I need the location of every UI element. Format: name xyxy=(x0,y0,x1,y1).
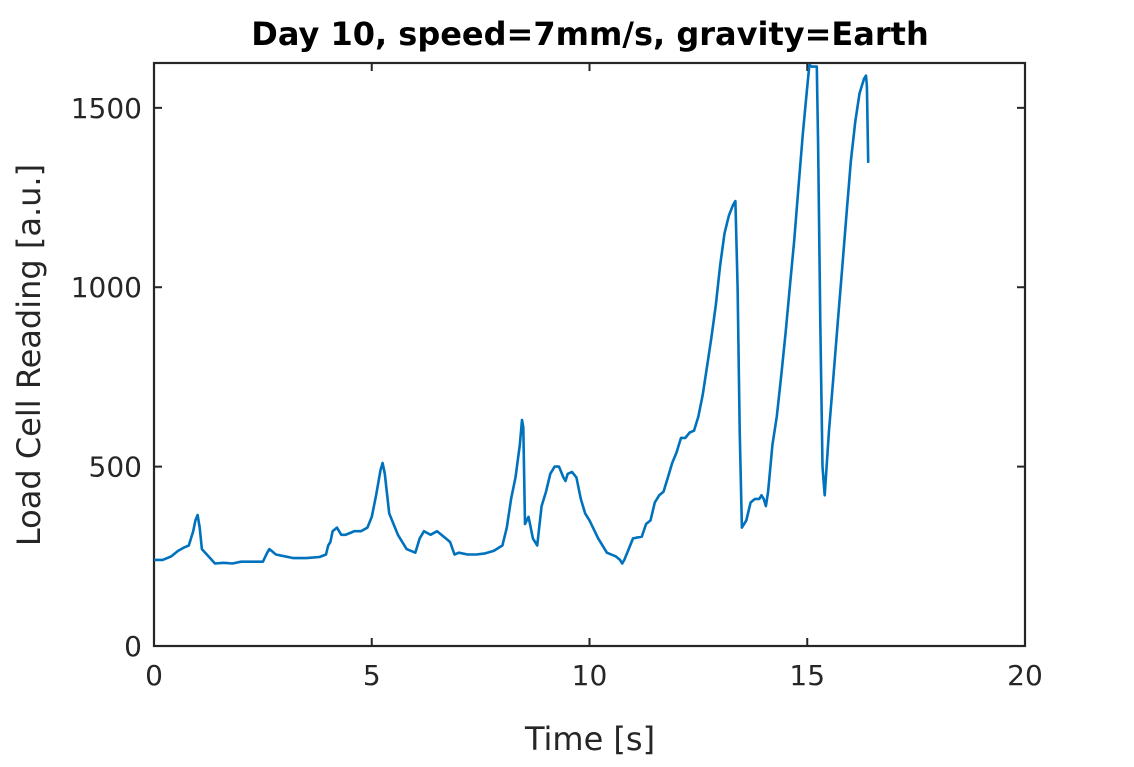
chart-title: Day 10, speed=7mm/s, gravity=Earth xyxy=(251,15,928,53)
y-tick-label: 0 xyxy=(124,630,142,663)
plot-frame xyxy=(152,61,1027,648)
y-axis-label: Load Cell Reading [a.u.] xyxy=(10,164,48,546)
x-tick-label: 15 xyxy=(789,659,825,692)
x-tick-label: 5 xyxy=(363,659,381,692)
x-axis: 0 5 10 15 20 xyxy=(145,63,1043,692)
y-tick-label: 500 xyxy=(89,451,142,484)
series-line xyxy=(154,63,870,565)
y-tick-label: 1500 xyxy=(71,92,142,125)
y-axis: 0 500 1000 1500 xyxy=(71,92,1025,663)
x-axis-label: Time [s] xyxy=(524,720,655,758)
x-tick-label: 20 xyxy=(1007,659,1043,692)
y-tick-label: 1000 xyxy=(71,271,142,304)
x-tick-label: 0 xyxy=(145,659,163,692)
x-tick-label: 10 xyxy=(572,659,608,692)
